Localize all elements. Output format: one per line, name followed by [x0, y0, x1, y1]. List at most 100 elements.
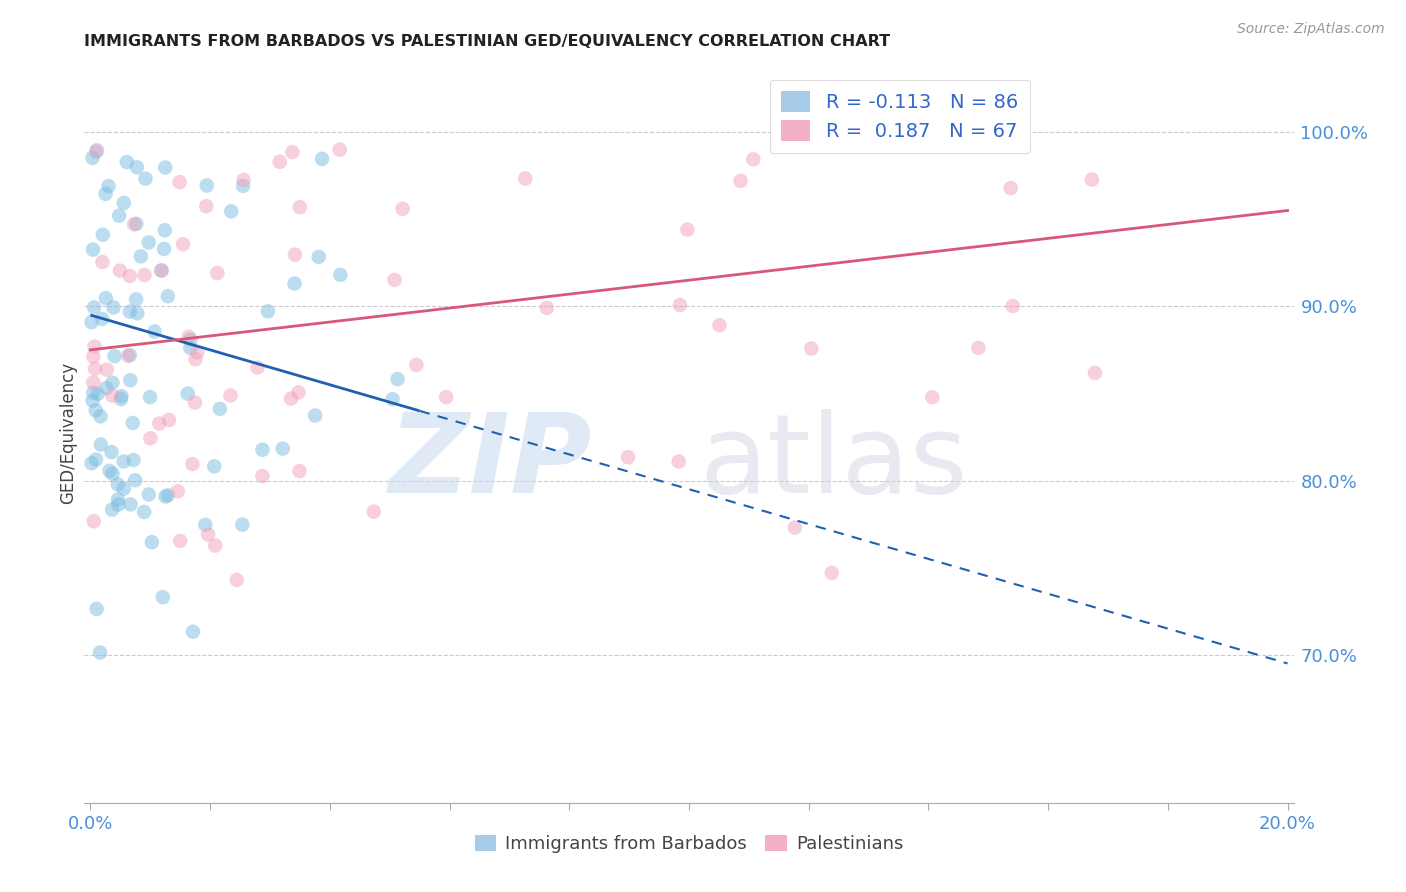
Point — [82, 243, 104, 257]
Point — [84, 452, 107, 467]
Point — [157, 413, 180, 427]
Point — [86, 602, 108, 616]
Point — [110, 392, 132, 406]
Point — [329, 143, 352, 157]
Point — [83, 301, 105, 315]
Point — [709, 318, 731, 333]
Point — [84, 403, 107, 417]
Point — [118, 304, 141, 318]
Point — [150, 263, 173, 277]
Text: IMMIGRANTS FROM BARBADOS VS PALESTINIAN GED/EQUIVALENCY CORRELATION CHART: IMMIGRANTS FROM BARBADOS VS PALESTINIAN … — [84, 34, 890, 49]
Point — [186, 345, 208, 359]
Point — [89, 646, 111, 660]
Point — [129, 249, 152, 263]
Point — [89, 409, 111, 424]
Point — [153, 161, 176, 175]
Point — [82, 385, 104, 400]
Point — [101, 376, 124, 390]
Point — [121, 416, 143, 430]
Point — [120, 373, 142, 387]
Point — [101, 388, 124, 402]
Text: atlas: atlas — [700, 409, 969, 516]
Point — [138, 487, 160, 501]
Point — [180, 333, 202, 347]
Point — [110, 389, 132, 403]
Point — [97, 179, 120, 194]
Point — [122, 453, 145, 467]
Point — [271, 442, 294, 456]
Point — [536, 301, 558, 315]
Point — [125, 161, 148, 175]
Point — [381, 392, 404, 407]
Point — [122, 217, 145, 231]
Point — [384, 273, 406, 287]
Point — [387, 372, 409, 386]
Point — [112, 454, 135, 468]
Point — [94, 186, 117, 201]
Point — [742, 153, 765, 167]
Point — [252, 469, 274, 483]
Point — [391, 202, 413, 216]
Point — [139, 431, 162, 445]
Point — [281, 145, 304, 160]
Point — [96, 381, 118, 395]
Point — [246, 360, 269, 375]
Point — [155, 490, 177, 504]
Point — [1084, 366, 1107, 380]
Legend: Immigrants from Barbados, Palestinians: Immigrants from Barbados, Palestinians — [467, 828, 911, 861]
Point — [177, 386, 200, 401]
Point — [194, 517, 217, 532]
Point — [617, 450, 640, 465]
Point — [101, 467, 124, 481]
Point — [204, 539, 226, 553]
Point — [82, 350, 104, 364]
Point — [1000, 181, 1022, 195]
Point — [91, 312, 114, 326]
Point — [283, 277, 305, 291]
Point — [153, 223, 176, 237]
Point — [208, 401, 231, 416]
Point — [101, 502, 124, 516]
Point — [103, 349, 125, 363]
Point — [127, 306, 149, 320]
Point — [308, 250, 330, 264]
Point — [112, 482, 135, 496]
Point — [107, 498, 129, 512]
Point — [669, 298, 692, 312]
Point — [80, 456, 103, 470]
Text: ZIP: ZIP — [388, 409, 592, 516]
Point — [125, 217, 148, 231]
Point — [800, 342, 823, 356]
Point — [96, 362, 118, 376]
Point — [184, 395, 207, 409]
Point — [115, 155, 138, 169]
Y-axis label: GED/Equivalency: GED/Equivalency — [59, 361, 77, 504]
Point — [177, 329, 200, 343]
Point — [82, 151, 104, 165]
Point — [434, 390, 457, 404]
Point — [134, 171, 156, 186]
Point — [184, 352, 207, 367]
Point — [112, 196, 135, 211]
Point — [197, 527, 219, 541]
Point — [172, 237, 194, 252]
Point — [207, 266, 229, 280]
Point — [169, 175, 191, 189]
Point — [181, 624, 204, 639]
Point — [107, 477, 129, 491]
Point — [107, 492, 129, 507]
Point — [156, 488, 179, 502]
Point — [166, 484, 188, 499]
Point — [125, 293, 148, 307]
Point — [150, 263, 173, 277]
Point — [84, 361, 107, 376]
Point — [143, 325, 166, 339]
Point — [231, 517, 253, 532]
Point — [179, 341, 201, 355]
Point — [152, 590, 174, 604]
Point — [311, 152, 333, 166]
Point — [363, 505, 385, 519]
Point — [120, 498, 142, 512]
Point — [86, 145, 108, 159]
Point — [91, 227, 114, 242]
